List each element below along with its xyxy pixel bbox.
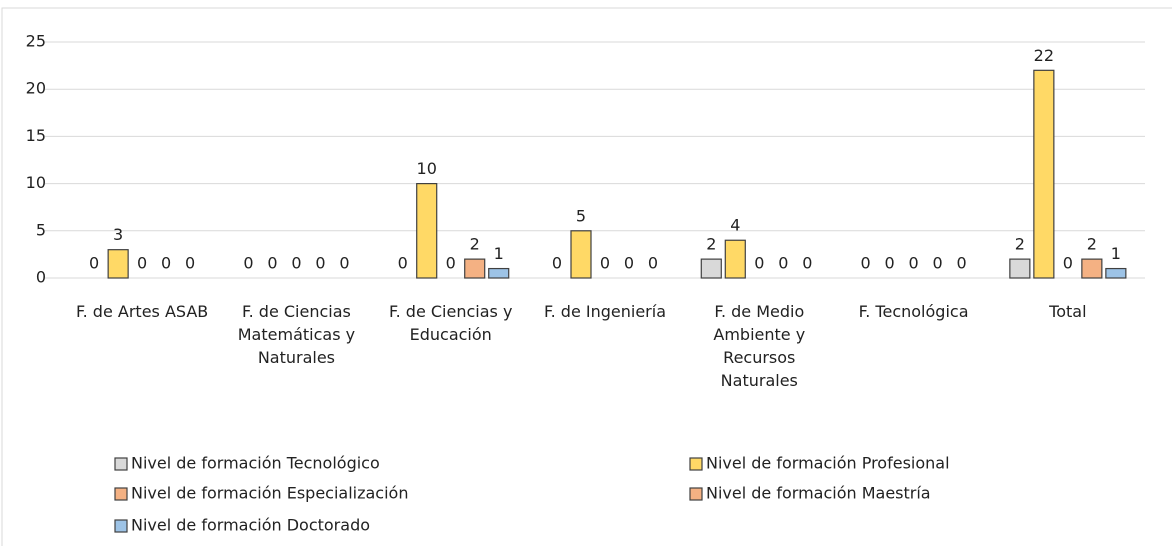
data-label: 0 — [860, 254, 870, 273]
data-label: 0 — [802, 254, 812, 273]
bar — [1105, 267, 1127, 279]
bar — [700, 258, 722, 279]
x-tick-label: Total — [1049, 302, 1087, 321]
data-label: 0 — [552, 254, 562, 273]
data-label: 0 — [600, 254, 610, 273]
data-label: 2 — [1087, 235, 1097, 254]
data-label: 0 — [243, 254, 253, 273]
legend-label: Nivel de formación Especialización — [131, 484, 408, 503]
x-tick-label: F. Tecnológica — [858, 302, 969, 321]
legend-swatch — [114, 487, 128, 501]
data-label: 0 — [908, 254, 918, 273]
y-tick-label: 15 — [26, 126, 46, 145]
y-tick-label: 20 — [26, 79, 46, 98]
legend-label: Nivel de formación Profesional — [706, 454, 950, 473]
data-label: 2 — [1015, 235, 1025, 254]
data-label: 0 — [267, 254, 277, 273]
data-label: 0 — [624, 254, 634, 273]
data-label: 3 — [113, 225, 123, 244]
bar — [488, 267, 510, 279]
y-tick-label: 10 — [26, 173, 46, 192]
y-tick-label: 0 — [36, 268, 46, 287]
data-label: 5 — [576, 206, 586, 225]
data-label: 0 — [446, 254, 456, 273]
bar — [1033, 69, 1055, 279]
data-label: 2 — [706, 235, 716, 254]
x-tick-label: F. de Ingeniería — [543, 302, 666, 321]
y-tick-label: 5 — [36, 220, 46, 239]
legend-label: Nivel de formación Doctorado — [131, 516, 370, 535]
legend-swatch — [689, 457, 703, 471]
bar — [464, 258, 486, 279]
data-label: 0 — [754, 254, 764, 273]
x-tick-label: F. de Ciencias Matemáticas y Naturales — [237, 302, 356, 367]
legend-label: Nivel de formación Tecnológico — [131, 454, 380, 473]
legend-swatch — [114, 519, 128, 533]
data-label: 22 — [1034, 46, 1054, 65]
bar — [107, 249, 129, 279]
x-tick-label: F. de Artes ASAB — [76, 302, 209, 321]
data-label: 0 — [291, 254, 301, 273]
data-label: 2 — [470, 235, 480, 254]
data-label: 0 — [89, 254, 99, 273]
data-label: 0 — [956, 254, 966, 273]
x-tick-label: F. de Ciencias y Educación — [388, 302, 513, 344]
legend-swatch — [689, 487, 703, 501]
bar — [1009, 258, 1031, 279]
bar — [1081, 258, 1103, 279]
data-label: 0 — [339, 254, 349, 273]
data-label: 0 — [648, 254, 658, 273]
data-label: 0 — [398, 254, 408, 273]
x-tick-label: F. de Medio Ambiente y Recursos Naturale… — [713, 302, 806, 390]
legend-swatch — [114, 457, 128, 471]
y-tick-label: 25 — [26, 32, 46, 51]
data-label: 0 — [932, 254, 942, 273]
data-label: 10 — [417, 159, 437, 178]
data-label: 0 — [161, 254, 171, 273]
data-label: 4 — [730, 216, 740, 235]
bar — [724, 239, 746, 279]
data-label: 0 — [137, 254, 147, 273]
bar — [570, 230, 592, 279]
data-label: 0 — [884, 254, 894, 273]
data-label: 0 — [185, 254, 195, 273]
data-label: 0 — [1063, 254, 1073, 273]
bar — [416, 183, 438, 279]
data-label: 0 — [315, 254, 325, 273]
data-label: 1 — [1111, 244, 1121, 263]
legend-label: Nivel de formación Maestría — [706, 484, 931, 503]
data-label: 1 — [494, 244, 504, 263]
data-label: 0 — [778, 254, 788, 273]
chart-border — [1, 7, 1172, 546]
